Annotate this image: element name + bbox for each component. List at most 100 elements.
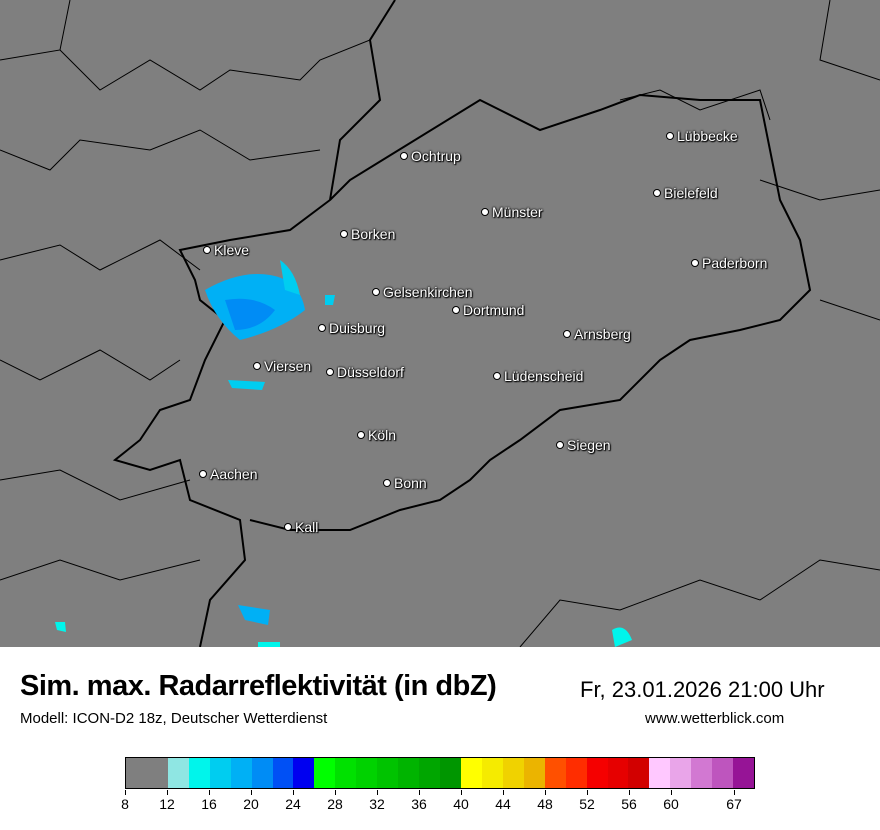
city-dot-icon [452, 306, 460, 314]
legend-swatch [607, 758, 629, 788]
city-label: Kall [295, 519, 319, 535]
legend-swatch [586, 758, 608, 788]
legend-tick [461, 790, 462, 795]
legend-swatch [544, 758, 566, 788]
legend-tick [503, 790, 504, 795]
legend-tick-label: 12 [159, 796, 175, 812]
city-dot-icon [481, 208, 489, 216]
city-label: Siegen [567, 437, 611, 453]
city-label: Ochtrup [411, 148, 461, 164]
legend-tick-label: 56 [621, 796, 637, 812]
legend-tick-label: 40 [453, 796, 469, 812]
legend-swatch [502, 758, 524, 788]
legend-tick-label: 60 [663, 796, 679, 812]
city-dot-icon [340, 230, 348, 238]
legend-swatch [167, 758, 189, 788]
city-label: Gelsenkirchen [383, 284, 473, 300]
city-label: Kleve [214, 242, 250, 258]
city-dot-icon [556, 441, 564, 449]
city-dot-icon [284, 523, 292, 531]
city-label: Paderborn [702, 255, 768, 271]
legend-tick-label: 52 [579, 796, 595, 812]
legend-swatch [670, 758, 692, 788]
legend-swatch [481, 758, 503, 788]
legend-swatch [733, 758, 755, 788]
legend-swatch [628, 758, 650, 788]
legend-tick-label: 36 [411, 796, 427, 812]
legend-swatch [356, 758, 378, 788]
legend-tick-label: 67 [726, 796, 742, 812]
legend-swatch [272, 758, 294, 788]
city-dot-icon [493, 372, 501, 380]
legend-swatch [188, 758, 210, 788]
city-marker: Aachen [199, 466, 257, 482]
city-dot-icon [691, 259, 699, 267]
city-dot-icon [318, 324, 326, 332]
legend-tick [293, 790, 294, 795]
city-marker: Arnsberg [563, 326, 631, 342]
legend-swatch [440, 758, 461, 788]
legend-swatch [126, 758, 168, 788]
city-marker: Gelsenkirchen [372, 284, 473, 300]
legend-tick [419, 790, 420, 795]
city-marker: Bielefeld [653, 185, 718, 201]
legend-tick [209, 790, 210, 795]
legend-swatch [377, 758, 399, 788]
city-label: Lübbecke [677, 128, 738, 144]
website-link[interactable]: www.wetterblick.com [645, 710, 785, 727]
legend-swatch [209, 758, 231, 788]
legend-swatch [398, 758, 420, 788]
radar-map: Lübbecke Ochtrup Bielefeld Münster Borken Kle… [0, 0, 880, 647]
city-dot-icon [326, 368, 334, 376]
legend-swatch [565, 758, 587, 788]
precipitation-areas [55, 260, 632, 647]
city-dot-icon [400, 152, 408, 160]
forecast-datetime: Fr, 23.01.2026 21:00 Uhr [580, 677, 825, 702]
city-dot-icon [203, 246, 211, 254]
city-dot-icon [357, 431, 365, 439]
city-marker: Borken [340, 226, 395, 242]
city-marker: Kleve [203, 242, 249, 258]
legend-swatch [293, 758, 315, 788]
city-marker: Lübbecke [666, 128, 738, 144]
city-dot-icon [253, 362, 261, 370]
legend-tick [671, 790, 672, 795]
model-info: Modell: ICON-D2 18z, Deutscher Wetterdie… [20, 710, 328, 727]
legend-tick-label: 24 [285, 796, 301, 812]
legend-tick [125, 790, 126, 795]
borders [0, 0, 880, 647]
legend-swatch [460, 758, 482, 788]
city-label: Bonn [394, 475, 427, 491]
legend-swatch [230, 758, 252, 788]
city-marker: Ochtrup [400, 148, 461, 164]
legend-tick-label: 48 [537, 796, 553, 812]
city-dot-icon [666, 132, 674, 140]
city-label: Borken [351, 226, 396, 242]
legend-swatch [712, 758, 734, 788]
legend-swatch [314, 758, 336, 788]
city-marker: Münster [481, 204, 543, 220]
legend-tick [167, 790, 168, 795]
city-marker: Duisburg [318, 320, 385, 336]
map-title: Sim. max. Radarreflektivität (in dbZ) [20, 670, 497, 702]
city-marker: Siegen [556, 437, 611, 453]
legend-tick-label: 28 [327, 796, 343, 812]
legend-ticks: 8 12 16 20 24 28 32 36 40 44 48 52 56 60 67 [121, 790, 755, 820]
city-label: Viersen [264, 358, 312, 374]
legend-tick [587, 790, 588, 795]
city-label: Köln [368, 427, 397, 443]
city-marker: Kall [284, 519, 318, 535]
legend-tick [335, 790, 336, 795]
legend-tick-label: 20 [243, 796, 259, 812]
city-marker: Dortmund [452, 302, 524, 318]
city-marker: Köln [357, 427, 396, 443]
legend-swatch [251, 758, 273, 788]
legend-swatch [335, 758, 357, 788]
city-label: Bielefeld [664, 185, 718, 201]
legend-tick-label: 32 [369, 796, 385, 812]
city-marker: Viersen [253, 358, 311, 374]
city-marker: Düsseldorf [326, 364, 404, 380]
legend-tick [734, 790, 735, 795]
city-label: Düsseldorf [337, 364, 404, 380]
city-dot-icon [563, 330, 571, 338]
